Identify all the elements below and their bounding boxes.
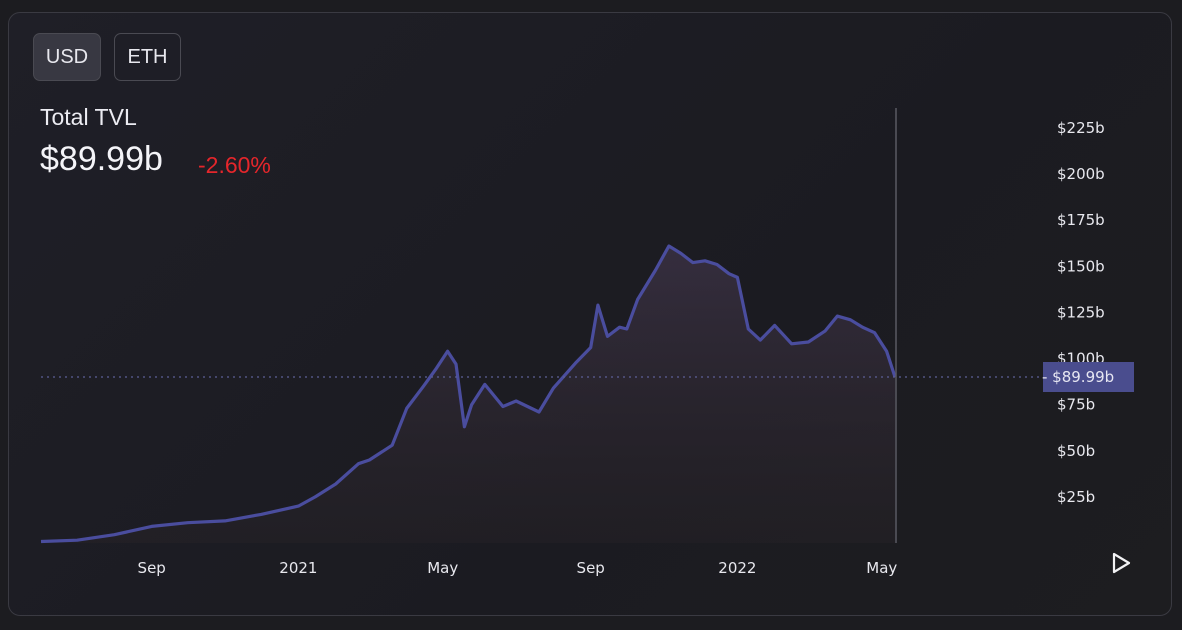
x-tick-label-5: May — [866, 559, 897, 577]
x-tick-label-2: May — [427, 559, 458, 577]
y-tick-label-125: $125b — [1057, 303, 1105, 321]
y-tick-label-200: $200b — [1057, 165, 1105, 183]
x-tick-label-1: 2021 — [279, 559, 317, 577]
tvl-area-fill — [41, 246, 895, 543]
y-tick-label-225: $225b — [1057, 119, 1105, 137]
eth-toggle-button[interactable]: ETH — [114, 33, 181, 81]
play-icon — [1112, 552, 1131, 574]
current-value-badge — [1043, 362, 1134, 392]
play-button[interactable] — [1108, 550, 1134, 576]
x-tick-label-3: Sep — [577, 559, 605, 577]
tvl-change-percent: -2.60% — [198, 152, 271, 178]
y-tick-label-75: $75b — [1057, 396, 1095, 414]
y-tick-label-25: $25b — [1057, 488, 1095, 506]
y-tick-label-175: $175b — [1057, 211, 1105, 229]
usd-toggle-button[interactable]: USD — [33, 33, 101, 81]
x-tick-label-4: 2022 — [718, 559, 756, 577]
total-tvl-value: $89.99b — [40, 140, 163, 178]
current-value-label: - $89.99b — [1042, 368, 1114, 386]
tvl-series-line — [40, 244, 897, 544]
x-tick-label-0: Sep — [138, 559, 166, 577]
y-tick-label-50: $50b — [1057, 442, 1095, 460]
y-tick-label-150: $150b — [1057, 257, 1105, 275]
total-tvl-label: Total TVL — [40, 104, 137, 130]
